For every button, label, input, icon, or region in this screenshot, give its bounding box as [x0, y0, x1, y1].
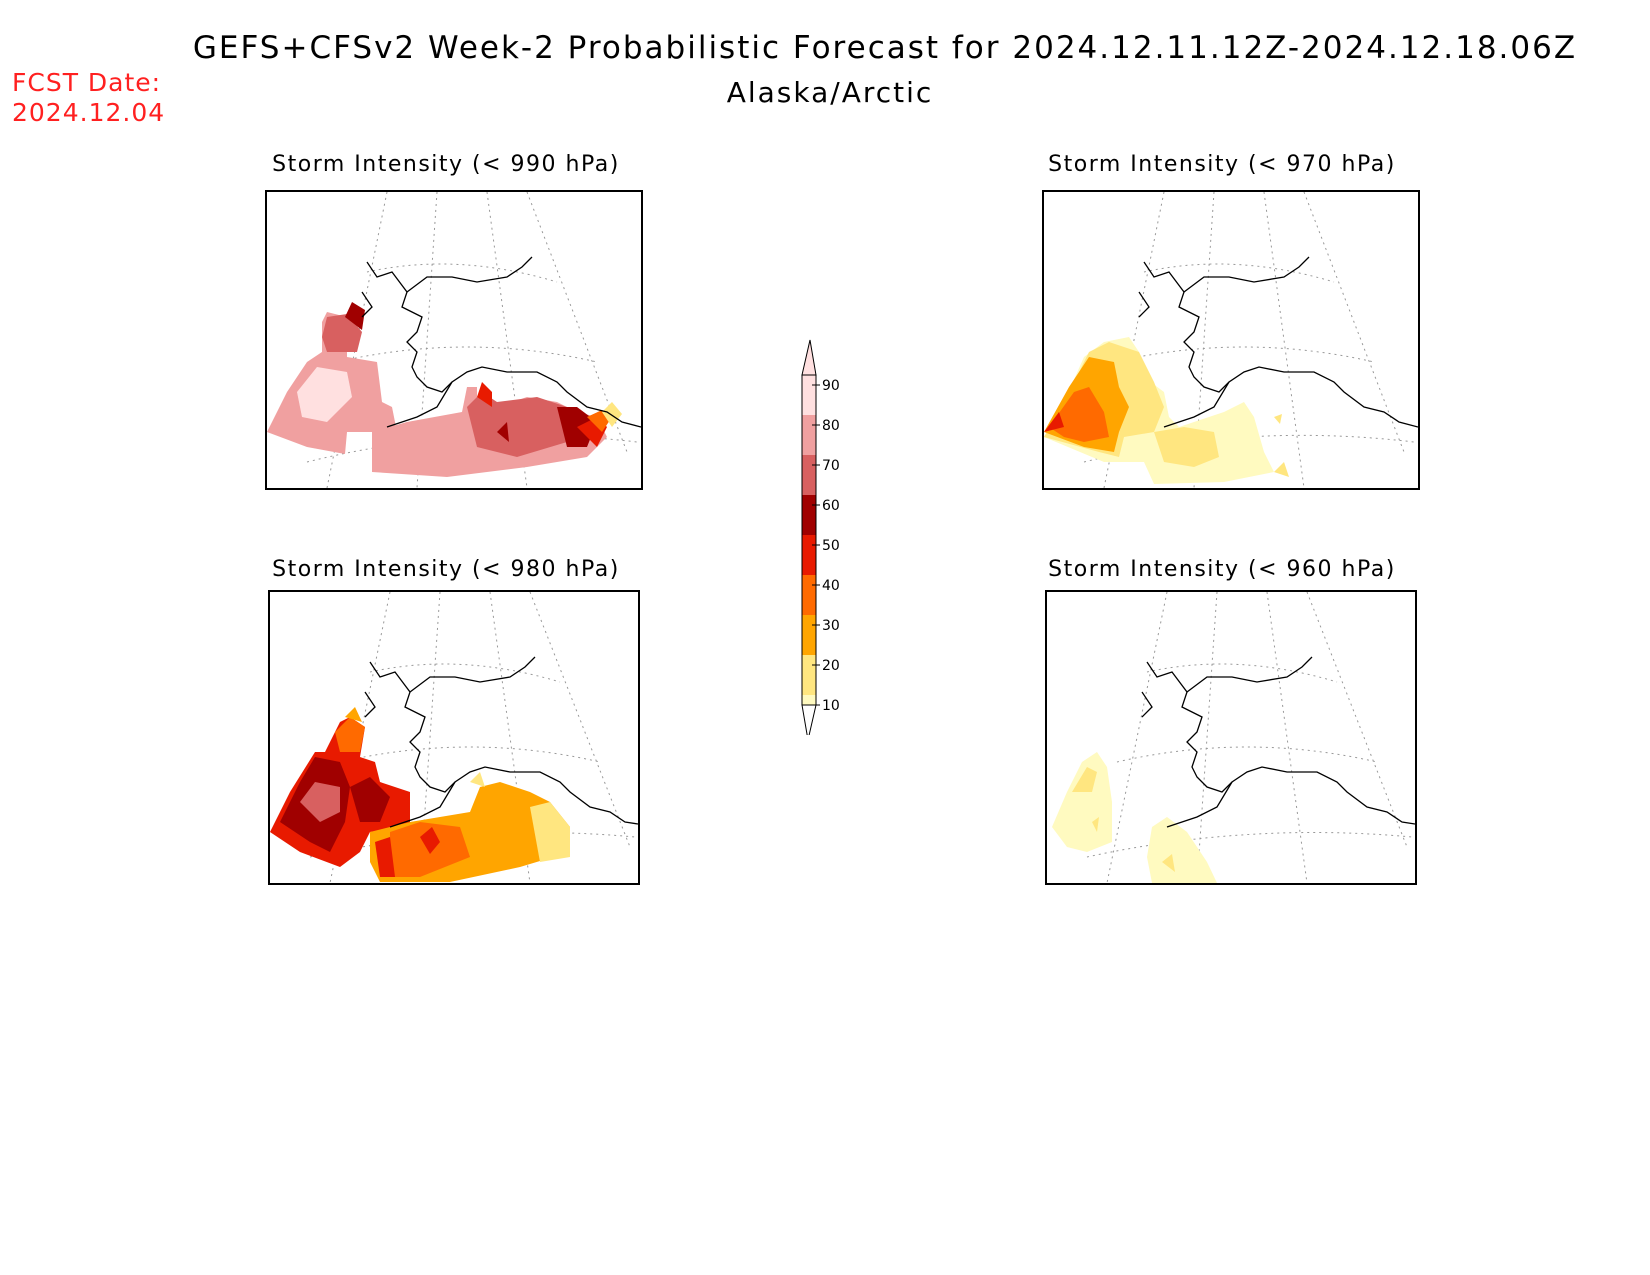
colorbar-segment-90	[802, 375, 816, 415]
fcst-date-label: FCST Date:	[12, 68, 162, 97]
contours-960	[1052, 752, 1217, 883]
coastline	[364, 656, 638, 828]
colorbar-segment-30	[802, 615, 816, 655]
colorbar-label-10: 10	[822, 698, 840, 714]
colorbar-segment-80	[802, 415, 816, 455]
panel-title-970: Storm Intensity (< 970 hPa)	[1048, 152, 1396, 177]
main-title: GEFS+CFSv2 Week-2 Probabilistic Forecast…	[192, 30, 1578, 66]
colorbar-label-70: 70	[822, 458, 840, 474]
map-970	[1042, 190, 1420, 490]
coastline	[1141, 656, 1415, 828]
colorbar-segment-20	[802, 655, 816, 695]
colorbar-segment-50	[802, 535, 816, 575]
panel-title-990: Storm Intensity (< 990 hPa)	[272, 152, 620, 177]
map-980	[268, 590, 640, 885]
colorbar-label-90: 90	[822, 378, 840, 394]
colorbar-cap-top	[801, 339, 817, 376]
contours-980	[270, 707, 570, 882]
panel-title-980: Storm Intensity (< 980 hPa)	[272, 557, 620, 582]
colorbar: 90 80 70 60 50 40 30 20 10	[800, 335, 860, 741]
colorbar-segment-70	[802, 455, 816, 495]
colorbar-label-60: 60	[822, 498, 840, 514]
fcst-date-value: 2024.12.04	[12, 98, 166, 127]
region-title: Alaska/Arctic	[726, 76, 934, 109]
coastline	[361, 256, 641, 428]
contours-990	[267, 302, 622, 477]
colorbar-cap-bottom	[801, 704, 817, 741]
map-960	[1045, 590, 1417, 885]
coastline	[1138, 256, 1418, 428]
colorbar-label-30: 30	[822, 618, 840, 634]
colorbar-segment-60	[802, 495, 816, 535]
colorbar-segment-10	[802, 695, 816, 705]
map-990	[265, 190, 643, 490]
colorbar-label-20: 20	[822, 658, 840, 674]
colorbar-outline	[801, 374, 817, 706]
panel-title-960: Storm Intensity (< 960 hPa)	[1048, 557, 1396, 582]
colorbar-label-80: 80	[822, 418, 840, 434]
colorbar-segment-40	[802, 575, 816, 615]
contours-970	[1044, 337, 1289, 484]
colorbar-label-50: 50	[822, 538, 840, 554]
graticule	[1086, 592, 1413, 883]
colorbar-label-40: 40	[822, 578, 840, 594]
